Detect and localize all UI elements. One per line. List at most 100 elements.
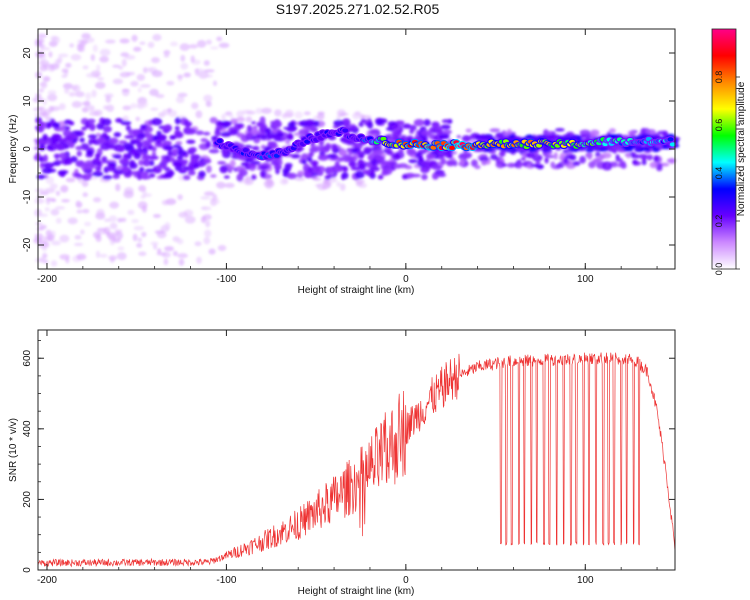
spectrogram-cell	[580, 133, 587, 138]
spectrogram-cell	[50, 208, 60, 216]
snr-series-red	[37, 352, 676, 568]
spectrogram-cell	[274, 109, 282, 117]
spectrogram-cell	[40, 81, 48, 89]
spectrogram-cell	[55, 217, 62, 224]
spectrogram-cell	[639, 147, 651, 152]
spectrogram-cell	[63, 119, 73, 125]
spectrogram-cell	[91, 176, 98, 180]
spectrogram-cell	[161, 199, 170, 206]
spectrogram-cell	[39, 213, 48, 217]
spectrogram-cell	[604, 164, 610, 170]
spectrogram-cell	[55, 190, 61, 196]
spectrogram-cell	[112, 237, 121, 243]
spectrogram-cell	[229, 114, 234, 119]
spectrogram-cell	[203, 60, 210, 66]
spectrogram-cell	[152, 34, 162, 41]
spectrogram-cell	[413, 119, 425, 127]
spectrogram-cell	[167, 149, 173, 157]
spectrogram-cell	[204, 69, 215, 73]
spectrogram-cell	[172, 148, 179, 154]
spectrogram-cell	[205, 220, 211, 228]
spectrogram-ridge-core	[430, 145, 437, 150]
spectrogram-cell	[147, 41, 155, 49]
spectrogram-cell	[370, 157, 378, 166]
spectrogram-cell	[411, 173, 421, 178]
spectrogram-cell	[49, 183, 58, 190]
spectrogram-cell	[97, 77, 105, 81]
spectrogram-cell	[219, 165, 228, 174]
spectrogram-cell	[147, 155, 159, 160]
spectrogram-cell	[108, 255, 117, 261]
snr-x-tick-label: -100	[216, 575, 236, 586]
spectrogram-cell	[46, 197, 56, 202]
spectrogram-cell	[73, 172, 81, 177]
spectrogram-cell	[385, 148, 393, 155]
spectrogram-cell	[341, 118, 351, 127]
spectrogram-cell	[116, 231, 124, 240]
spectrogram-cell	[294, 177, 306, 181]
spectrogram-cell	[367, 121, 374, 129]
spectrogram-cell	[99, 48, 111, 57]
spectrogram-cell	[132, 233, 138, 242]
colorbar-tick-label: 0.4	[714, 167, 724, 180]
spectrogram-cell	[419, 160, 431, 166]
spectrogram-cell	[184, 121, 193, 128]
spectrogram-cell	[127, 209, 135, 216]
spectrogram-cell	[112, 154, 122, 159]
spectrogram-cell	[130, 149, 137, 155]
spectrogram-cell	[203, 94, 213, 103]
spectrogram-cell	[47, 90, 57, 95]
spectrogram-cell	[553, 151, 558, 160]
spectrogram-cell	[36, 174, 46, 180]
spectrogram-cell	[527, 148, 538, 153]
spectrogram-cell	[320, 145, 330, 153]
spectrogram-cell	[133, 225, 145, 231]
spectrogram-cell	[135, 116, 140, 122]
spectrogram-cell	[58, 152, 68, 160]
spectrogram-cell	[205, 165, 212, 173]
spectrogram-cell	[595, 152, 601, 157]
spectrogram-cell	[218, 42, 230, 49]
spectrogram-x-tick-label: 0	[403, 274, 409, 285]
snr-frame	[37, 329, 676, 571]
spectrogram-cell	[392, 130, 402, 138]
spectrogram-cell	[38, 144, 46, 151]
spectrogram-cell	[585, 152, 593, 159]
spectrogram-cell	[121, 58, 127, 67]
spectrogram-cell	[446, 159, 455, 166]
spectrogram-cell	[281, 113, 288, 119]
spectrogram-cell	[396, 120, 405, 125]
spectrogram-cell	[152, 213, 161, 218]
spectrogram-cell	[392, 153, 401, 161]
spectrogram-cell	[275, 133, 284, 137]
spectrogram-cell	[387, 121, 397, 127]
spectrogram-cell	[64, 157, 73, 165]
spectrogram-cell	[164, 173, 172, 178]
spectrogram-cell	[555, 127, 565, 132]
spectrogram-cell	[461, 151, 473, 159]
spectrogram-cell	[89, 123, 96, 131]
snr-x-tick-label: 0	[403, 575, 409, 586]
spectrogram-cell	[358, 121, 364, 127]
spectrogram-cell	[178, 258, 185, 266]
snr-y-axis-label: SNR (10 * v/v)	[8, 418, 19, 482]
spectrogram-cell	[133, 129, 140, 136]
spectrogram-cell	[539, 164, 545, 169]
spectrogram-cell	[44, 187, 56, 194]
spectrogram-cell	[101, 132, 108, 140]
spectrogram-cell	[169, 41, 179, 47]
spectrogram-cell	[125, 71, 135, 76]
spectrogram-cell	[40, 47, 51, 51]
spectrogram-cell	[95, 250, 101, 259]
spectrogram-cell	[349, 156, 355, 161]
spectrogram-x-axis-label: Height of straight line (km)	[298, 285, 415, 296]
spectrogram-cell	[67, 217, 78, 225]
spectrogram-cell	[212, 80, 218, 87]
spectrogram-cell	[35, 51, 45, 58]
spectrogram-cell	[100, 142, 111, 151]
spectrogram-cell	[323, 182, 328, 189]
spectrogram-cell	[652, 147, 660, 153]
spectrogram-cell	[164, 246, 175, 252]
spectrogram-cell	[177, 150, 187, 157]
spectrogram-cell	[73, 242, 84, 247]
